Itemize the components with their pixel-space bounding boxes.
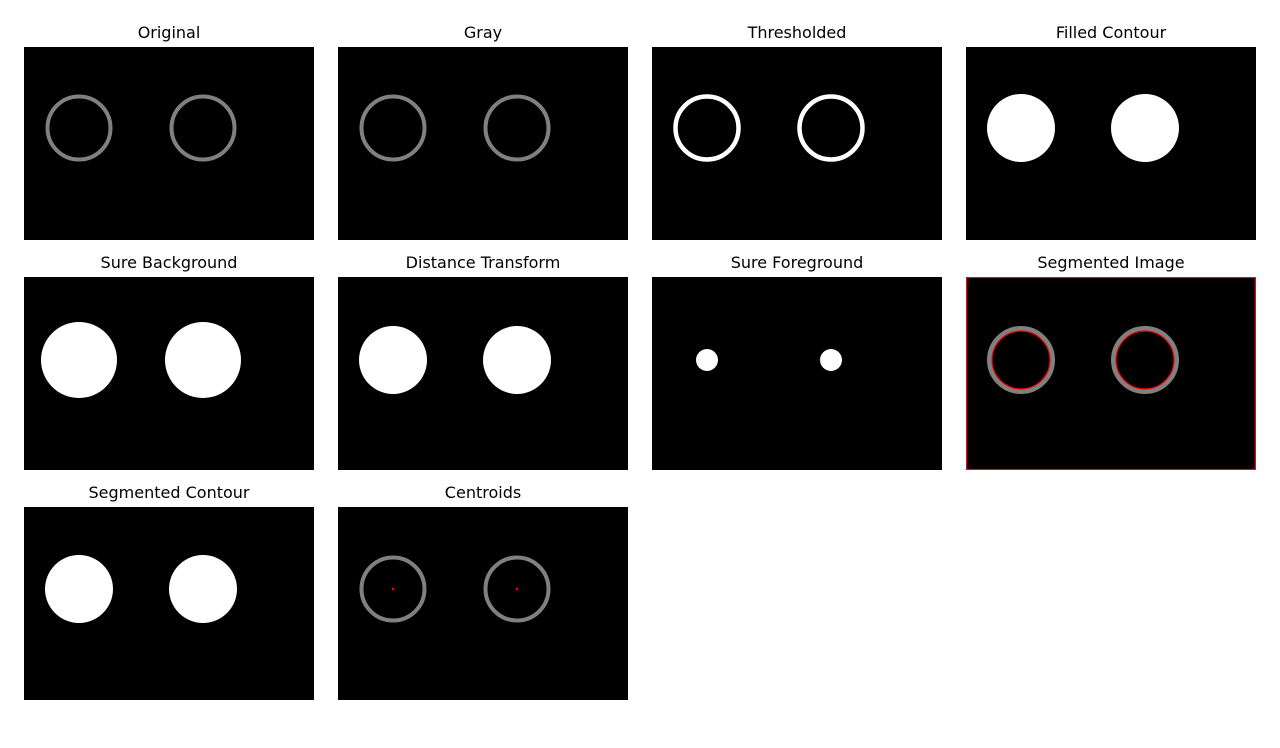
- segment-boundary-right: [1115, 330, 1175, 390]
- distance-transform-image: [338, 277, 628, 470]
- ring-left: [359, 555, 427, 623]
- disc-right: [169, 555, 237, 623]
- disc-left: [45, 555, 113, 623]
- panel-title: Sure Background: [100, 253, 238, 272]
- ring-right: [797, 94, 865, 162]
- panel-title: Segmented Image: [1037, 253, 1185, 272]
- disc-left: [41, 322, 117, 398]
- disc-right: [1111, 94, 1179, 162]
- ring-left: [987, 326, 1055, 394]
- ring-left: [45, 94, 113, 162]
- panel-title: Filled Contour: [1055, 23, 1167, 42]
- disc-right: [483, 326, 551, 394]
- panel-title: Centroids: [444, 483, 522, 502]
- filled-contour-image: [966, 47, 1256, 240]
- image-background: [966, 277, 1256, 470]
- panel-title: Gray: [463, 23, 503, 42]
- panel-title: Segmented Contour: [88, 483, 250, 502]
- thresholded-image: [652, 47, 942, 240]
- panel-title: Sure Foreground: [730, 253, 864, 272]
- ring-right: [169, 94, 237, 162]
- centroids-image: [338, 507, 628, 700]
- disc-left: [987, 94, 1055, 162]
- ring-left: [673, 94, 741, 162]
- centroid-marker-right: [515, 587, 519, 591]
- ring-right: [1111, 326, 1179, 394]
- ring-left: [359, 94, 427, 162]
- image-background: [652, 277, 942, 470]
- image-background: [338, 507, 628, 700]
- gray-image: [338, 47, 628, 240]
- segmented-contour-image: [24, 507, 314, 700]
- segment-border: [966, 277, 1256, 470]
- sure-background-image: [24, 277, 314, 470]
- original-image: [24, 47, 314, 240]
- dot-right: [820, 349, 842, 371]
- segmented-image: [966, 277, 1256, 470]
- panel-title: Distance Transform: [405, 253, 561, 272]
- disc-right: [165, 322, 241, 398]
- image-background: [338, 47, 628, 240]
- centroid-marker-left: [391, 587, 395, 591]
- panel-title: Original: [137, 23, 201, 42]
- panel-title: Thresholded: [747, 23, 847, 42]
- segment-boundary-left: [991, 330, 1051, 390]
- ring-right: [483, 555, 551, 623]
- image-background: [652, 47, 942, 240]
- sure-foreground-image: [652, 277, 942, 470]
- dot-left: [696, 349, 718, 371]
- image-background: [24, 47, 314, 240]
- disc-left: [359, 326, 427, 394]
- ring-right: [483, 94, 551, 162]
